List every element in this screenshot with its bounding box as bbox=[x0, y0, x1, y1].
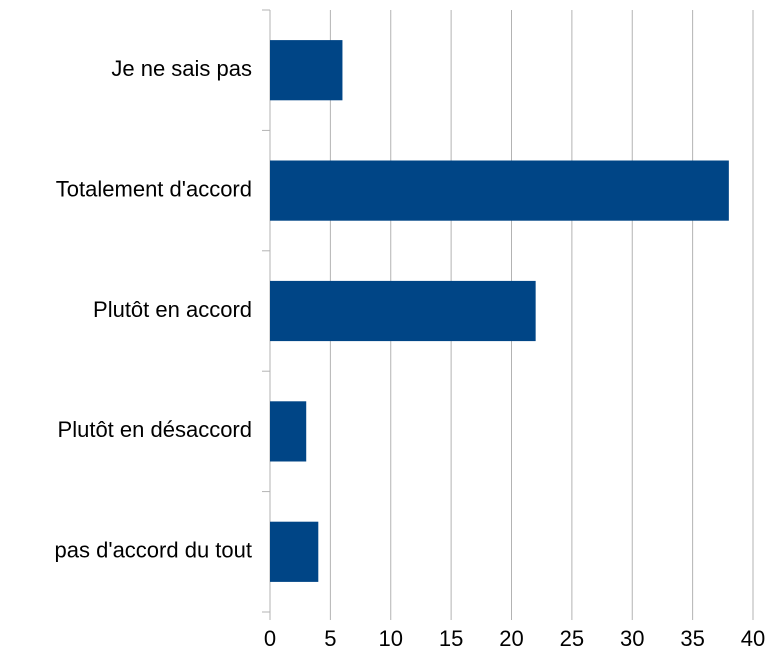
bar bbox=[270, 40, 343, 101]
x-tick-label: 25 bbox=[560, 626, 584, 651]
y-tick-label: pas d'accord du tout bbox=[55, 538, 252, 563]
y-tick-label: Plutôt en accord bbox=[93, 297, 252, 322]
x-tick-label: 30 bbox=[620, 626, 644, 651]
x-tick-label: 10 bbox=[379, 626, 403, 651]
x-tick-label: 20 bbox=[499, 626, 523, 651]
x-tick-label: 15 bbox=[439, 626, 463, 651]
y-tick-label: Je ne sais pas bbox=[111, 56, 252, 81]
bar bbox=[270, 521, 319, 582]
bar bbox=[270, 401, 307, 462]
x-tick-label: 35 bbox=[680, 626, 704, 651]
x-tick-label: 5 bbox=[324, 626, 336, 651]
x-tick-label: 40 bbox=[741, 626, 765, 651]
y-tick-label: Plutôt en désaccord bbox=[58, 417, 252, 442]
bar bbox=[270, 160, 729, 221]
x-tick-label: 0 bbox=[264, 626, 276, 651]
y-tick-label: Totalement d'accord bbox=[56, 176, 252, 201]
bar bbox=[270, 280, 536, 342]
